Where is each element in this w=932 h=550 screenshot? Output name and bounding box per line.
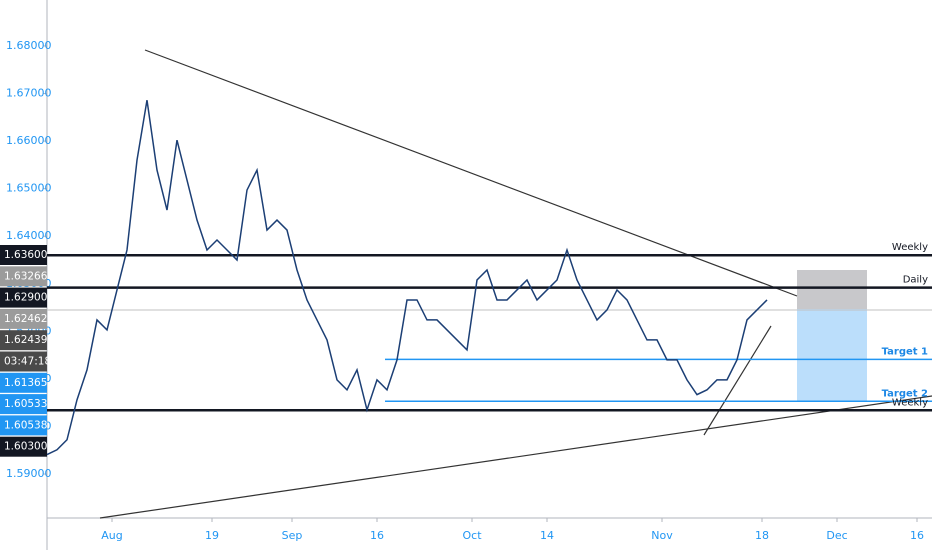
price-label-box <box>0 351 47 372</box>
price-label: 1.60300 <box>4 441 47 453</box>
y-tick-label: 1.59000 <box>6 467 52 480</box>
price-line <box>46 100 768 456</box>
price-label: 1.63600 <box>4 249 47 261</box>
trendline <box>99 395 932 519</box>
price-label-box <box>0 436 47 457</box>
price-label-box <box>0 394 47 415</box>
y-tick-label: 1.68000 <box>6 39 52 52</box>
price-label: 03:47:18 <box>4 356 51 368</box>
y-tick-label: 1.66000 <box>6 134 52 147</box>
position-target-zone <box>797 309 867 401</box>
price-label: 1.63266 <box>4 270 48 282</box>
price-label-box <box>0 308 47 329</box>
price-label-box <box>0 245 47 265</box>
x-tick-label: 18 <box>755 529 769 542</box>
price-label: 1.60533 <box>4 398 47 410</box>
price-label-box <box>0 287 47 308</box>
price-label: 1.62439 <box>4 334 47 346</box>
price-label-box <box>0 372 47 393</box>
price-label: 1.60538 <box>4 419 47 431</box>
price-label-box <box>0 415 47 436</box>
y-tick-label: 1.64000 <box>6 229 52 242</box>
price-label: 1.61365 <box>4 377 47 389</box>
level-label: Target 1 <box>882 346 928 357</box>
level-label: Weekly <box>892 242 928 253</box>
x-tick-label: Sep <box>282 529 303 542</box>
position-stop-zone <box>797 270 867 309</box>
y-tick-label: 1.65000 <box>6 182 52 195</box>
x-tick-label: Dec <box>826 529 847 542</box>
x-tick-label: 16 <box>370 529 384 542</box>
trendline <box>703 325 772 436</box>
x-tick-label: Oct <box>462 529 482 542</box>
price-label-box <box>0 330 47 351</box>
price-label: 1.62462 <box>4 313 47 325</box>
x-tick-label: 19 <box>205 529 219 542</box>
y-tick-label: 1.67000 <box>6 87 52 100</box>
price-label: 1.62900 <box>4 292 47 304</box>
level-label: Target 2 <box>882 388 928 399</box>
x-tick-label: Aug <box>101 529 122 542</box>
x-tick-label: 14 <box>540 529 554 542</box>
x-tick-label: 16 <box>910 529 924 542</box>
level-label: Weekly <box>892 397 928 408</box>
price-label-box <box>0 266 47 287</box>
level-label: Daily <box>903 275 928 286</box>
x-tick-label: Nov <box>651 529 673 542</box>
